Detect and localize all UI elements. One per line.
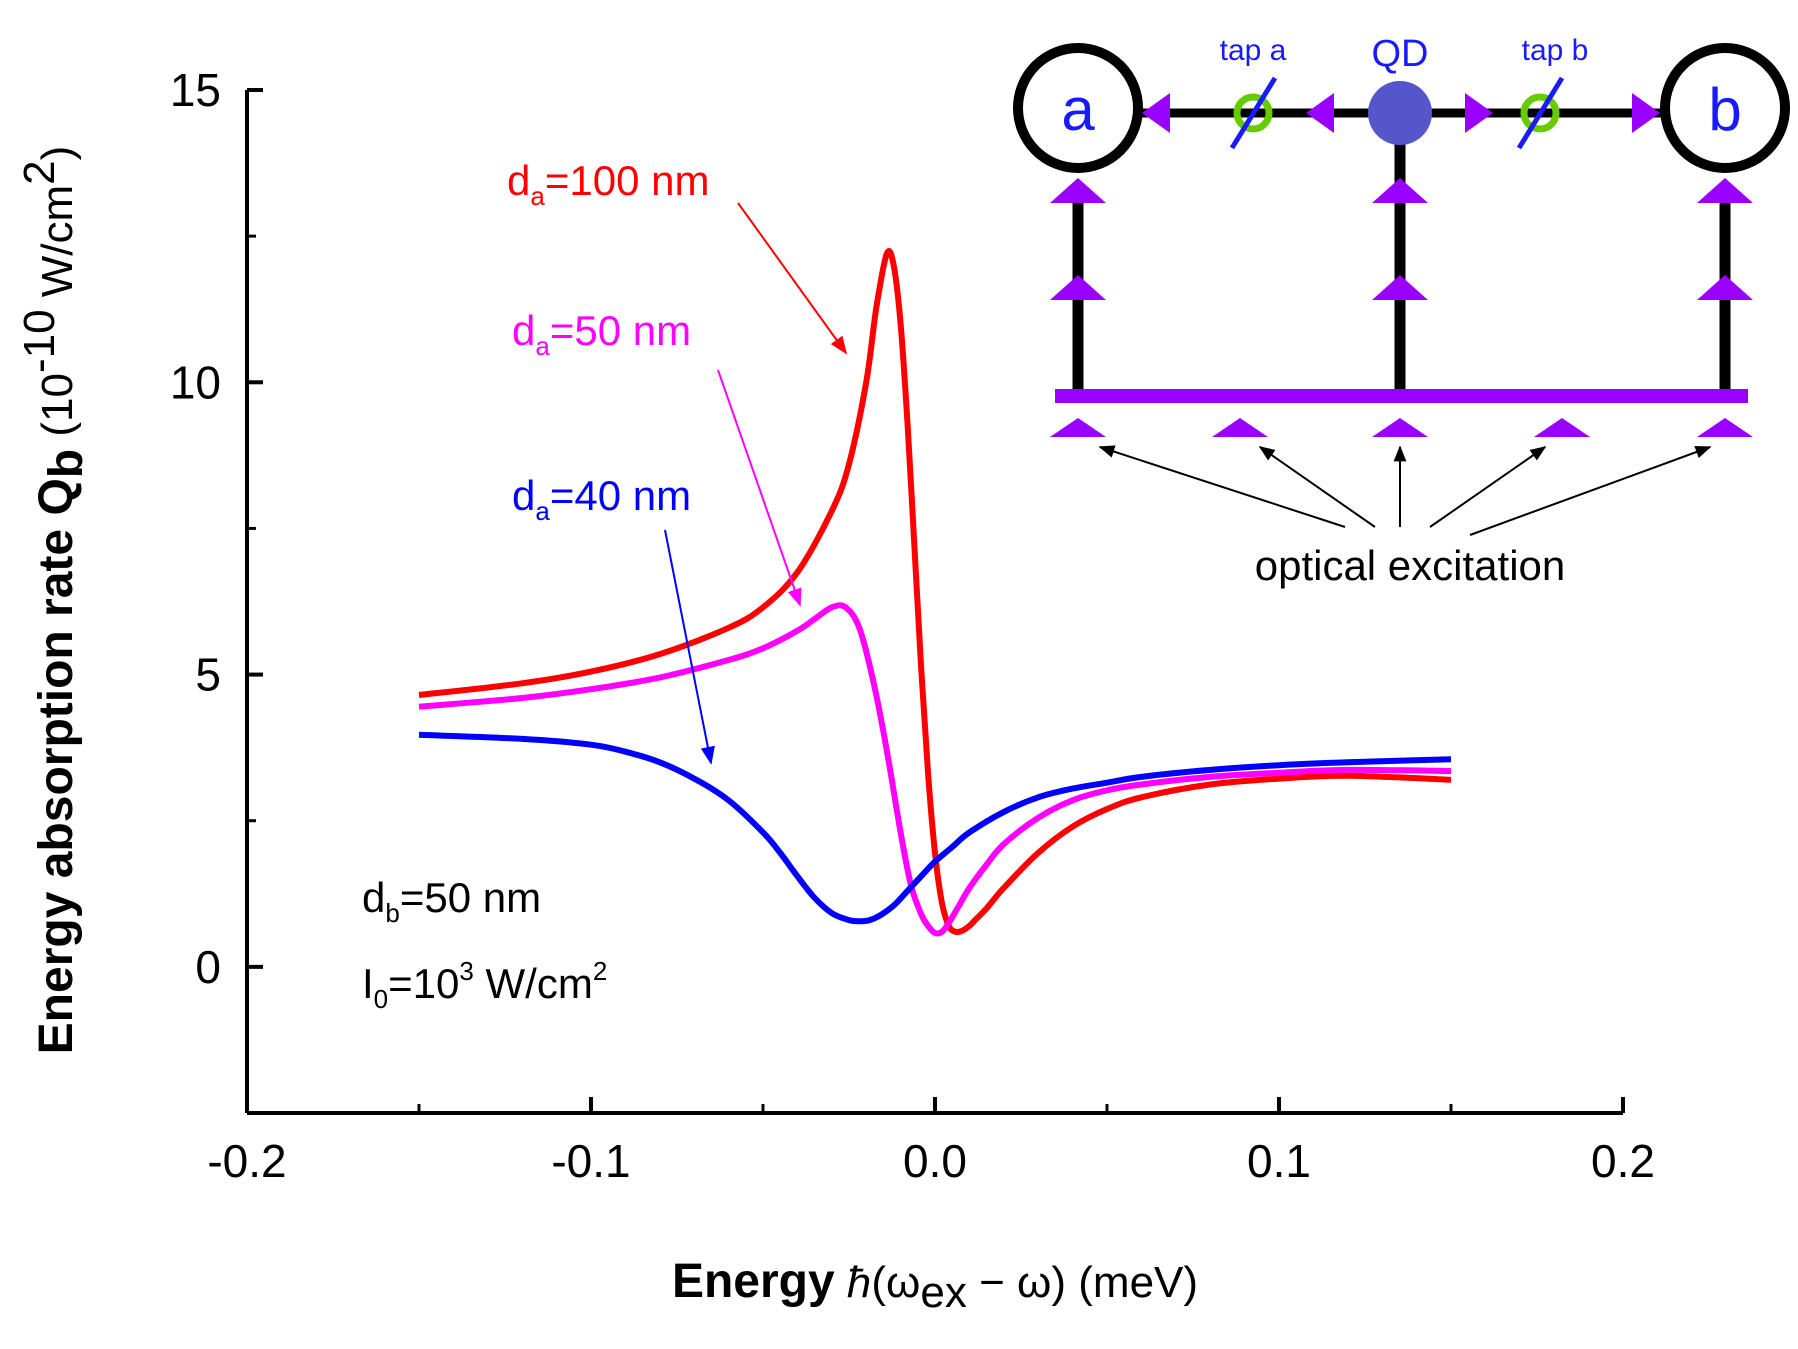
series-label-50nm: da=50 nm [512, 307, 691, 361]
x-tick-label: 0.2 [1591, 1135, 1655, 1187]
node-a-label: a [1061, 76, 1095, 143]
annotation-db: db=50 nm [362, 874, 541, 928]
y-tick-label: 0 [195, 941, 221, 993]
series-label-40nm: da=40 nm [512, 472, 691, 526]
propagation-arrow-left-1 [1142, 93, 1170, 133]
y-tick-label: 10 [170, 356, 221, 408]
axes: -0.2 -0.1 0.0 0.1 0.2 0 5 10 15 [170, 64, 1655, 1187]
excitation-arrow-3 [1372, 418, 1428, 437]
x-tick-label: -0.2 [207, 1135, 286, 1187]
tap-a-ring [1233, 93, 1273, 133]
excitation-arrow-5 [1697, 418, 1753, 437]
excitation-arrow-2 [1212, 418, 1268, 437]
series-line-100nm [418, 248, 1452, 936]
up-arrow-right-mid [1697, 275, 1753, 300]
x-ticks: -0.2 -0.1 0.0 0.1 0.2 [207, 1097, 1655, 1187]
propagation-arrow-right-1 [1465, 93, 1493, 133]
node-b-circle [1660, 43, 1790, 173]
x-axis-title: Energy ħ(ωex − ω) (meV) [672, 1255, 1198, 1317]
y-axis-title: Energy absorption rate Qb (10-10 W/cm2) [15, 146, 93, 1055]
qd-dot [1368, 81, 1432, 145]
propagation-arrow-right-2 [1632, 93, 1660, 133]
annotation-i0: I0=103 W/cm2 [362, 956, 607, 1014]
x-tick-label: 0.1 [1247, 1135, 1311, 1187]
y-ticks: 0 5 10 15 [170, 64, 263, 1115]
series-label-100nm: da=100 nm [507, 157, 709, 211]
y-tick-label: 15 [170, 64, 221, 116]
up-arrow-left-top [1050, 178, 1106, 203]
caption-pointer-5 [1469, 445, 1712, 536]
tap-b-ring [1520, 93, 1560, 133]
y-tick-label: 5 [195, 649, 221, 701]
series-layer [418, 248, 1452, 937]
series-pointer-100nm [737, 202, 848, 355]
up-arrow-right-top [1697, 178, 1753, 203]
tap-b-slash [1516, 76, 1565, 150]
caption-pointer-2 [1258, 446, 1376, 528]
tap-b-label: tap b [1522, 34, 1589, 67]
node-b-label: b [1708, 76, 1741, 143]
propagation-arrow-left-2 [1306, 93, 1334, 133]
caption-pointer-4 [1429, 446, 1547, 528]
x-tick-label: -0.1 [551, 1135, 630, 1187]
qd-label: QD [1372, 33, 1429, 75]
series-pointer-50nm [717, 369, 802, 607]
caption-pointer-1 [1098, 445, 1346, 528]
excitation-arrow-1 [1050, 418, 1106, 437]
series-line-40nm [418, 731, 1452, 925]
tap-a-label: tap a [1220, 34, 1287, 67]
inset-caption: optical excitation [1255, 542, 1566, 589]
series-line-50nm [418, 602, 1452, 937]
up-arrow-left-mid [1050, 275, 1106, 300]
up-arrow-center-mid [1372, 275, 1428, 300]
tap-a-slash [1229, 76, 1278, 150]
node-a-circle [1013, 43, 1143, 173]
x-tick-label: 0.0 [903, 1135, 967, 1187]
up-arrow-center-top [1372, 178, 1428, 203]
series-pointer-40nm [664, 529, 715, 765]
excitation-arrow-4 [1534, 418, 1590, 437]
inset-schematic: a b QD tap a tap b [1013, 33, 1790, 589]
